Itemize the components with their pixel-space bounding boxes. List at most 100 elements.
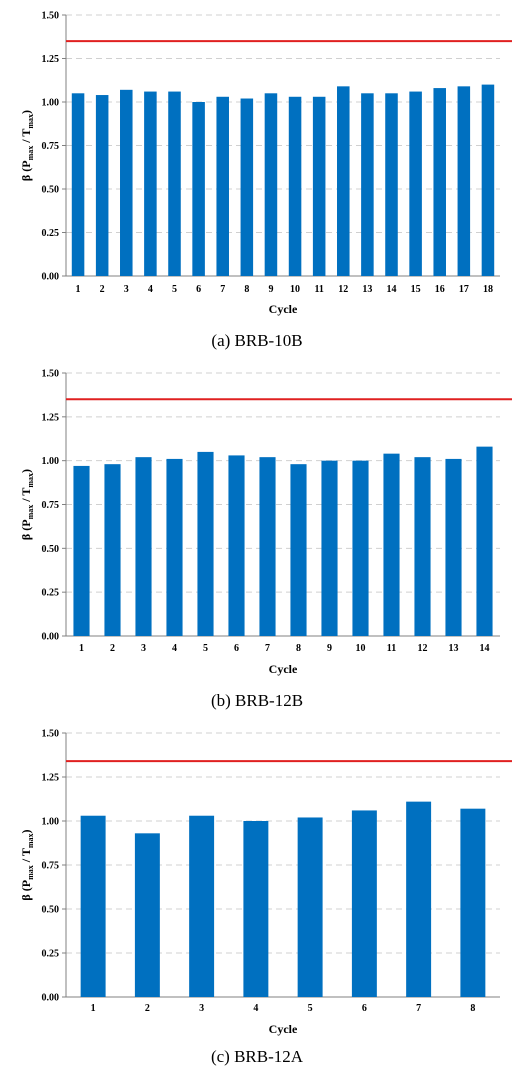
y-tick-label: 0.75 xyxy=(42,861,60,872)
y-axis-title-part: ) xyxy=(19,110,33,114)
x-tick-label: 13 xyxy=(362,284,372,295)
x-tick-label: 17 xyxy=(459,284,469,295)
bar xyxy=(383,453,400,636)
x-axis-title: Cycle xyxy=(269,302,298,316)
x-tick-label: 6 xyxy=(234,643,239,654)
bar xyxy=(264,93,278,276)
bar xyxy=(312,96,326,276)
x-tick-label: 4 xyxy=(148,284,153,295)
bar xyxy=(460,808,486,997)
y-axis-title-part: / T xyxy=(19,488,33,505)
x-tick-label: 11 xyxy=(387,643,396,654)
y-tick-label: 1.25 xyxy=(42,54,60,65)
bar xyxy=(95,95,109,276)
x-tick-label: 8 xyxy=(296,643,301,654)
bar xyxy=(259,457,276,636)
bar xyxy=(197,451,214,636)
y-tick-label: 1.00 xyxy=(42,456,60,467)
x-tick-label: 7 xyxy=(220,284,225,295)
y-tick-label: 1.00 xyxy=(42,817,60,828)
y-axis-title-subscript: max xyxy=(26,833,35,848)
bar xyxy=(352,460,369,636)
x-tick-label: 3 xyxy=(124,284,129,295)
y-tick-label: 1.50 xyxy=(42,11,60,22)
y-axis-title-part: / T xyxy=(19,129,33,146)
bar xyxy=(476,446,493,636)
bar xyxy=(73,465,90,636)
x-tick-label: 1 xyxy=(79,643,84,654)
bar-chart-brb-12a: 0.00 0.25 0.50 0.75 1.00 1.25 1.50 1 2 3 4 5 6 7 8 Cycl… xyxy=(19,729,512,1066)
bar xyxy=(288,96,302,276)
bar xyxy=(168,91,181,276)
x-tick-label: 1 xyxy=(76,284,81,295)
x-tick-label: 14 xyxy=(387,284,397,295)
bar-chart-brb-12b: 0.000.250.500.751.001.251.501 2 3 4 5 6 7 8 9 10 1… xyxy=(19,369,512,710)
x-tick-label: 7 xyxy=(265,643,270,654)
y-axis-title-part: β (P xyxy=(19,880,33,901)
x-tick-label: 2 xyxy=(145,1003,150,1014)
y-axis-title-subscript: max xyxy=(26,146,35,161)
y-axis-title-subscript: max xyxy=(26,865,35,880)
y-tick-label: 0.00 xyxy=(42,993,60,1004)
x-tick-label: 3 xyxy=(199,1003,204,1014)
bar xyxy=(351,810,377,997)
bar xyxy=(166,458,183,636)
bar xyxy=(409,91,422,276)
x-tick-label: 2 xyxy=(110,643,115,654)
y-tick-label: 0.75 xyxy=(42,500,60,511)
x-tick-label: 6 xyxy=(196,284,201,295)
x-tick-label: 11 xyxy=(314,284,323,295)
x-tick-label: 9 xyxy=(327,643,332,654)
x-tick-label: 5 xyxy=(308,1003,313,1014)
bar xyxy=(290,464,307,636)
y-tick-label: 0.50 xyxy=(42,185,60,196)
chart-panel-c: 0.00 0.25 0.50 0.75 1.00 1.25 1.50 1 2 3 4 5 6 7 8 Cycl… xyxy=(0,716,514,1076)
bar xyxy=(216,96,229,276)
x-tick-label: 5 xyxy=(203,643,208,654)
bar xyxy=(71,93,85,276)
y-tick-label: 0.25 xyxy=(42,228,60,239)
x-axis-title: Cycle xyxy=(269,1022,298,1036)
chart-panel-a: 0.00 0.25 0.50 0.75 1.00 1.25 1.50 1 2 3 4 5 6 7 8 9 10 1… xyxy=(0,0,514,358)
y-axis-title-subscript: max xyxy=(26,505,35,520)
bar xyxy=(104,464,121,636)
x-axis-title: Cycle xyxy=(269,662,298,676)
bar xyxy=(134,833,160,997)
bar xyxy=(135,457,152,636)
figure-caption: (c) BRB-12A xyxy=(211,1047,304,1066)
y-tick-label: 0.50 xyxy=(42,905,60,916)
chart-panel-b: 0.00 0.25 0.50 0.75 1.00 1.25 1.50 1 2 3 4 5 6 7 8 9 10 1… xyxy=(0,358,514,716)
x-tick-label: 13 xyxy=(449,643,459,654)
y-tick-label: 1.50 xyxy=(42,729,60,740)
bar xyxy=(144,91,157,276)
bar xyxy=(414,457,431,636)
y-axis-title-part: ) xyxy=(19,469,33,473)
bar xyxy=(406,801,432,997)
x-tick-label: 6 xyxy=(362,1003,367,1014)
y-axis-title-part: ) xyxy=(19,829,33,833)
bar xyxy=(243,821,269,997)
x-tick-label: 16 xyxy=(435,284,445,295)
bar xyxy=(189,815,215,997)
bar xyxy=(120,89,133,276)
bar xyxy=(240,98,254,277)
bar xyxy=(433,88,446,276)
y-tick-label: 0.00 xyxy=(42,632,60,643)
x-tick-label: 10 xyxy=(356,643,366,654)
bar xyxy=(80,815,106,997)
bar xyxy=(337,86,350,276)
bar xyxy=(385,93,398,276)
x-tick-label: 9 xyxy=(268,284,273,295)
x-tick-label: 3 xyxy=(141,643,146,654)
y-axis-title: β (Pmax / Tmax) xyxy=(19,469,35,540)
figure-caption: (a) BRB-10B xyxy=(211,331,302,350)
x-tick-label: 18 xyxy=(483,284,493,295)
x-tick-label: 14 xyxy=(480,643,490,654)
y-tick-label: 1.25 xyxy=(42,412,60,423)
x-tick-label: 7 xyxy=(416,1003,421,1014)
bar xyxy=(361,93,374,276)
y-axis-title: β (Pmax / Tmax) xyxy=(19,110,35,181)
y-tick-label: 0.75 xyxy=(42,141,60,152)
y-axis-title-part: β (P xyxy=(19,519,33,540)
y-axis-title-part: β (P xyxy=(19,160,33,181)
